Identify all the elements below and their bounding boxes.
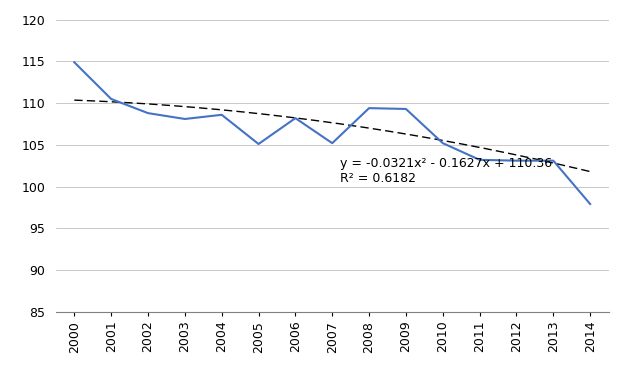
Text: y = -0.0321x² - 0.1627x + 110.36
R² = 0.6182: y = -0.0321x² - 0.1627x + 110.36 R² = 0.… bbox=[340, 157, 551, 185]
